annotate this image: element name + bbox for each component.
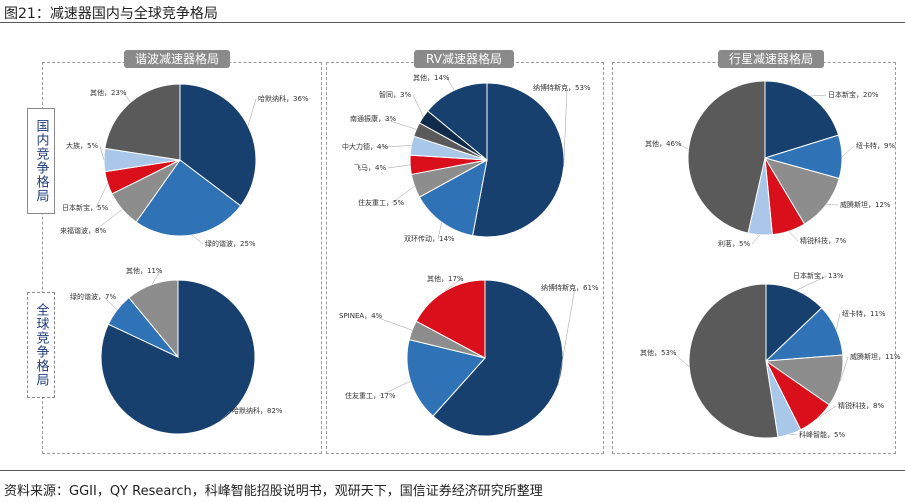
data-label-2-4: 飞马，4%	[354, 164, 386, 172]
leader-line-2-6	[383, 118, 417, 130]
data-label-2-5: 中大力德，4%	[342, 142, 388, 151]
leader-line-2-2	[437, 222, 442, 240]
top-divider	[0, 22, 905, 23]
leader-line-6-1	[796, 275, 828, 291]
data-label-4-2: 绿的谐波，7%	[70, 292, 116, 301]
pie-chart-6: 日本新宝，13% 纽卡特，11% 威腾斯坦，11% 精锐科技，8% 科峰智能，5% 其他，…	[640, 271, 901, 439]
data-label-1-5: 大族，5%	[66, 141, 98, 150]
pie-chart-1: 哈默纳科，36% 绿的谐波，25% 来福谐波，8% 日本新宝，5% 大族，5% 其他，23…	[60, 83, 309, 248]
data-label-5-3: SPINEA，4%	[339, 312, 383, 320]
data-label-5-4: 其他，17%	[427, 274, 464, 283]
data-label-6-5: 科峰智能，5%	[799, 430, 845, 439]
data-label-3-6: 其他，46%	[645, 139, 682, 148]
data-label-2-8: 其他，14%	[413, 73, 450, 82]
pie-slice-2-1	[471, 82, 565, 238]
leader-line-1-1	[247, 98, 257, 127]
data-label-5-1: 纳博特斯克，61%	[541, 283, 599, 292]
data-label-6-1: 日本新宝，13%	[793, 271, 844, 280]
leader-line-5-3	[372, 315, 413, 331]
panel-title-harmonic: 谐波减速器格局	[124, 50, 230, 68]
leader-line-1-5	[99, 145, 105, 161]
pie-slice-2-2	[418, 159, 488, 237]
leader-line-1-6	[123, 92, 131, 103]
pie-slice-3-6	[687, 80, 766, 234]
data-label-1-2: 绿的谐波，25%	[205, 239, 256, 248]
data-label-3-1: 日本新宝，20%	[828, 90, 879, 99]
pie-slice-1-6	[104, 83, 181, 161]
leader-line-2-7	[412, 94, 424, 117]
pie-slice-6-1	[765, 283, 823, 363]
leader-line-6-5	[789, 434, 798, 436]
pie-slice-3-3	[763, 157, 840, 225]
panel-title-rv: RV减速器格局	[414, 50, 514, 68]
side-label-global: 全球竞争格局	[27, 292, 55, 398]
data-label-2-2: 双环传动，14%	[404, 234, 455, 243]
side-label-domestic: 国内竞争格局	[27, 108, 55, 214]
leader-line-5-2	[378, 380, 411, 397]
leader-line-4-3	[151, 270, 161, 285]
leader-line-3-5	[751, 234, 761, 245]
pie-slice-1-1	[179, 83, 257, 207]
bottom-divider	[0, 470, 905, 471]
leader-line-6-6	[673, 352, 690, 368]
data-label-4-3: 其他，11%	[126, 266, 163, 275]
data-label-1-3: 来福谐波，8%	[60, 226, 106, 235]
data-label-2-6: 南通振康，3%	[350, 114, 396, 123]
data-label-2-3: 住友重工，5%	[358, 198, 404, 207]
data-label-3-2: 纽卡特，9%	[856, 141, 895, 150]
pie-slice-5-1	[432, 279, 564, 437]
leader-line-4-1	[219, 410, 231, 423]
leader-line-5-1	[557, 287, 576, 386]
pie-slice-2-8	[426, 82, 488, 162]
pie-chart-3: 日本新宝，20% 纽卡特，9% 威腾斯坦，12% 精锐科技，7% 利茗，5% 其他，46%	[645, 80, 895, 248]
leader-line-2-3	[391, 185, 415, 204]
leader-line-1-3	[93, 209, 123, 232]
leader-line-5-4	[444, 278, 462, 292]
leader-line-2-5	[375, 145, 412, 148]
source-note: 资料来源：GGII，QY Research，科峰智能招股说明书，观研天下，国信证…	[4, 484, 543, 499]
pie-slice-6-6	[688, 283, 779, 439]
pie-chart-4: 哈默纳科，82% 绿的谐波，7% 其他，11%	[70, 266, 283, 435]
leader-line-2-1	[563, 87, 568, 168]
leader-line-4-2	[103, 296, 118, 310]
leader-line-6-4	[816, 405, 837, 420]
data-label-5-2: 住友重工，17%	[345, 391, 396, 400]
data-label-1-4: 日本新宝，5%	[62, 203, 108, 212]
leader-line-2-4	[387, 164, 411, 169]
data-label-2-1: 纳博特斯克，53%	[533, 83, 591, 92]
leader-line-3-4	[788, 231, 799, 242]
pie-chart-2: 纳博特斯克，53% 双环传动，14% 住友重工，5% 飞马，4% 中大力德，4% 南通振康…	[342, 73, 591, 243]
leader-line-2-8	[446, 77, 455, 91]
data-label-6-3: 威腾斯坦，11%	[850, 352, 901, 361]
data-label-6-6: 其他，53%	[640, 348, 677, 357]
data-label-1-6: 其他，23%	[90, 88, 127, 97]
pie-slice-5-2	[406, 339, 486, 417]
data-label-3-3: 威腾斯坦，12%	[840, 200, 891, 209]
data-label-1-1: 哈默纳科，36%	[258, 94, 309, 103]
data-label-3-4: 精锐科技，7%	[800, 236, 846, 245]
leader-line-3-6	[678, 143, 689, 150]
leader-line-1-2	[191, 234, 204, 245]
pie-chart-5: 纳博特斯克，61% 住友重工，17% SPINEA，4% 其他，17%	[339, 274, 599, 437]
data-label-2-7: 智同，3%	[379, 90, 411, 99]
leader-line-1-4	[95, 182, 108, 209]
data-label-6-2: 纽卡特，11%	[842, 309, 886, 318]
leader-line-3-2	[841, 145, 855, 157]
figure-title: 图21：减速器国内与全球竞争格局	[4, 6, 218, 22]
data-label-4-1: 哈默纳科，82%	[232, 406, 283, 415]
data-label-3-5: 利茗，5%	[718, 239, 750, 248]
leader-line-6-3	[840, 356, 849, 382]
leader-line-6-2	[836, 313, 841, 330]
leader-line-3-1	[810, 94, 827, 97]
panel-title-planetary: 行星减速器格局	[718, 50, 824, 68]
pie-slice-3-1	[764, 80, 840, 159]
pie-slice-1-2	[135, 159, 242, 237]
data-label-6-4: 精锐科技，8%	[838, 401, 884, 410]
